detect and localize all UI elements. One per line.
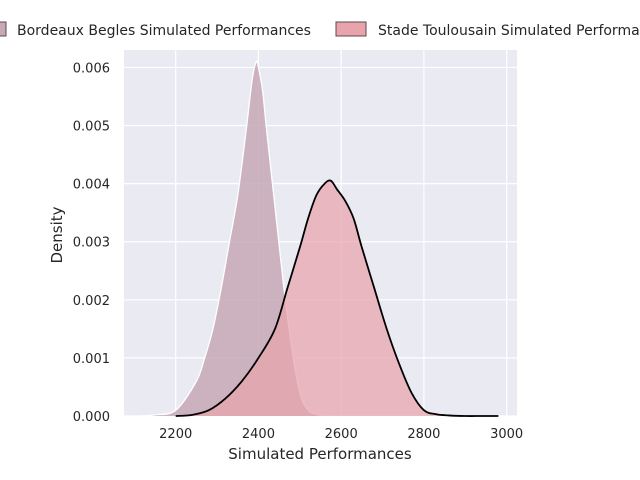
- y-tick-label: 0.002: [73, 294, 110, 309]
- density-areas: [138, 60, 499, 417]
- x-tick-label: 2400: [242, 427, 275, 442]
- y-tick-label: 0.004: [73, 178, 110, 193]
- y-axis-ticks: 0.000 0.001 0.002 0.003 0.004 0.005 0.006: [73, 61, 110, 425]
- y-tick-label: 0.000: [73, 410, 110, 425]
- x-axis-ticks: 2200 2400 2600 2800 3000: [159, 427, 523, 442]
- legend-swatch-toulousain: [335, 21, 367, 37]
- x-tick-label: 2600: [325, 427, 358, 442]
- y-axis-title: Density: [48, 206, 66, 263]
- y-tick-label: 0.005: [73, 120, 110, 135]
- y-tick-label: 0.001: [73, 352, 110, 367]
- density-area-bordeaux: [138, 61, 342, 417]
- legend-label-bordeaux: Bordeaux Begles Simulated Performances: [17, 23, 311, 39]
- x-tick-label: 2800: [407, 427, 440, 442]
- density-line-toulousain: [175, 179, 499, 417]
- y-tick-label: 0.003: [73, 236, 110, 251]
- x-tick-label: 2200: [159, 427, 192, 442]
- density-area-toulousain: [175, 180, 499, 417]
- y-tick-label: 0.006: [73, 61, 110, 76]
- x-axis-title: Simulated Performances: [228, 445, 412, 463]
- legend-label-toulousain: Stade Toulousain Simulated Performances: [378, 23, 640, 39]
- legend: Bordeaux Begles Simulated Performances S…: [0, 21, 640, 39]
- legend-swatch-bordeaux: [0, 21, 7, 37]
- x-tick-label: 3000: [490, 427, 523, 442]
